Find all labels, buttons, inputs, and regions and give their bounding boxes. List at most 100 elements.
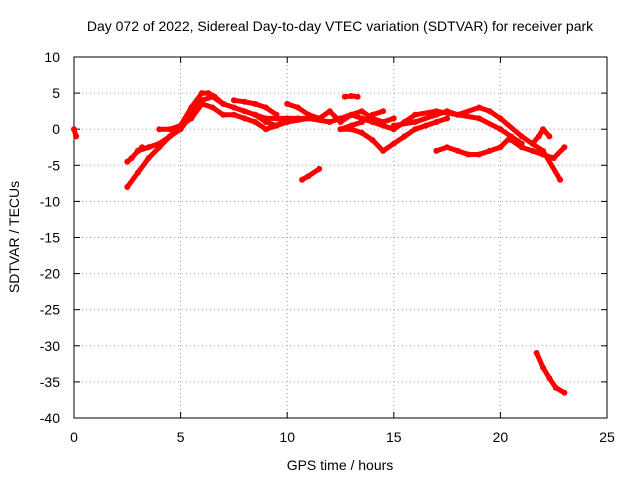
y-tick-label: -5 — [48, 157, 61, 173]
data-point — [284, 100, 291, 107]
x-tick-label: 15 — [386, 429, 402, 445]
y-axis-ticks: 10 5 0 -5 -10 -15 -20 -25 -30 -35 -40 — [40, 49, 607, 426]
data-point — [326, 119, 333, 125]
data-point — [299, 176, 306, 183]
x-axis-label: GPS time / hours — [287, 457, 394, 473]
data-point — [433, 119, 440, 125]
data-point — [348, 111, 355, 118]
data-point — [508, 137, 515, 143]
data-point — [561, 144, 568, 151]
data-point — [326, 108, 333, 115]
grid — [74, 57, 607, 418]
data-point — [476, 115, 483, 122]
data-point — [497, 126, 504, 133]
data-point — [358, 108, 365, 115]
data-point — [486, 147, 493, 154]
y-axis-label: SDTVAR / TECUs — [6, 181, 22, 293]
data-point — [412, 119, 419, 125]
data-point — [412, 126, 419, 133]
data-point — [135, 169, 141, 176]
data-point — [177, 122, 184, 129]
data-point — [220, 100, 227, 107]
data-point — [412, 111, 419, 118]
data-point — [380, 108, 387, 115]
data-point — [198, 90, 205, 97]
data-point — [316, 115, 323, 122]
data-point — [241, 115, 248, 122]
data-point — [294, 104, 301, 111]
data-point — [124, 184, 131, 190]
x-tick-label: 20 — [493, 429, 509, 445]
data-point — [273, 122, 280, 129]
data-point — [497, 144, 504, 151]
data-point — [401, 133, 408, 140]
data-point — [305, 111, 312, 118]
data-point — [124, 158, 131, 165]
data-point — [561, 389, 568, 396]
data-point — [465, 151, 472, 158]
x-tick-label: 0 — [70, 429, 78, 445]
data-point — [358, 129, 365, 136]
data-point — [486, 108, 493, 115]
data-point — [540, 126, 546, 133]
data-point — [252, 111, 259, 118]
data-point — [316, 165, 323, 172]
data-point — [358, 119, 365, 125]
data-point — [390, 115, 397, 122]
data-point — [380, 147, 387, 154]
data-point — [444, 115, 451, 122]
series-line-arc-16 — [529, 126, 552, 147]
data-point — [252, 100, 259, 107]
data-point — [444, 144, 451, 151]
data-point — [369, 111, 376, 118]
data-point — [209, 93, 216, 100]
data-point — [546, 375, 553, 382]
series-line-arc-17 — [534, 350, 567, 396]
x-tick-label: 10 — [279, 429, 295, 445]
x-axis-ticks: 0 5 10 15 20 25 — [70, 57, 615, 445]
data-point — [380, 119, 387, 125]
chart-title: Day 072 of 2022, Sidereal Day-to-day VTE… — [87, 18, 594, 34]
data-point — [145, 144, 152, 151]
data-point — [305, 173, 312, 180]
data-point — [252, 119, 259, 125]
data-point — [557, 176, 564, 183]
x-tick-label: 25 — [599, 429, 615, 445]
data-point — [422, 122, 429, 129]
data-point — [497, 115, 504, 122]
data-point — [166, 133, 173, 140]
data-point — [241, 108, 248, 115]
data-point — [156, 126, 163, 133]
data-point — [220, 111, 227, 118]
data-point — [550, 155, 557, 162]
data-point — [128, 155, 135, 162]
data-point — [444, 108, 451, 115]
data-point — [454, 147, 461, 154]
data-point — [518, 133, 525, 140]
y-tick-label: -40 — [40, 410, 60, 426]
x-tick-label: 5 — [177, 429, 185, 445]
series-group — [71, 90, 568, 396]
data-point — [540, 151, 546, 158]
data-point — [230, 97, 237, 104]
data-point — [348, 122, 355, 129]
data-point — [518, 144, 525, 151]
data-point — [284, 119, 291, 125]
data-point — [390, 140, 397, 147]
data-point — [71, 126, 77, 133]
data-point — [529, 147, 536, 154]
y-tick-label: -25 — [40, 302, 60, 318]
data-point — [369, 137, 376, 143]
data-point — [73, 133, 80, 140]
data-point — [241, 98, 248, 105]
data-point — [354, 93, 361, 100]
data-point — [262, 104, 269, 111]
data-point — [341, 93, 348, 100]
y-tick-label: 10 — [44, 49, 60, 65]
data-point — [230, 111, 237, 118]
data-point — [552, 384, 559, 391]
data-point — [188, 115, 195, 122]
data-point — [433, 147, 440, 154]
data-point — [337, 119, 344, 125]
